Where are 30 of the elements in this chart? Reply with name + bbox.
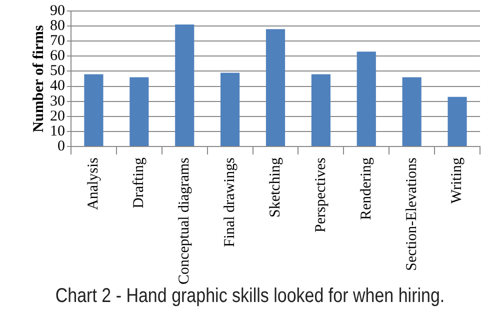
x-tick-label: Writing bbox=[449, 157, 466, 204]
bar bbox=[220, 72, 240, 146]
bar bbox=[175, 24, 194, 146]
y-tick-label: 0 bbox=[58, 138, 65, 154]
x-tick-label: Sketching bbox=[267, 157, 284, 218]
bar bbox=[311, 74, 330, 146]
x-tick-label: Analysis bbox=[86, 157, 102, 210]
x-tick-label: Rendering bbox=[358, 157, 374, 220]
bar bbox=[402, 77, 422, 146]
y-tick-label: 70 bbox=[50, 33, 65, 50]
y-axis-title: Number of firms bbox=[30, 24, 47, 132]
x-tick-label: Perspectives bbox=[312, 157, 329, 232]
x-tick-label: Section-Elevations bbox=[404, 157, 420, 271]
x-tick-label: Final drawings bbox=[222, 157, 238, 248]
bar bbox=[266, 29, 286, 146]
y-tick-label: 80 bbox=[50, 18, 65, 34]
y-tick-label: 50 bbox=[50, 63, 65, 80]
y-tick-label: 40 bbox=[50, 78, 65, 94]
bar bbox=[84, 74, 104, 146]
y-tick-label: 30 bbox=[50, 93, 65, 110]
x-tick-label: Drafting bbox=[131, 157, 148, 208]
y-tick-label: 60 bbox=[50, 48, 65, 64]
bar bbox=[356, 52, 376, 146]
y-tick-label: 20 bbox=[50, 108, 65, 124]
bar bbox=[130, 77, 149, 146]
x-tick-label: Conceptual diagrams bbox=[176, 157, 193, 285]
bar bbox=[448, 96, 467, 146]
text: Chart 2 - Hand graphic skills looked for when hiring. bbox=[54, 285, 446, 308]
y-tick-label: 90 bbox=[50, 2, 65, 19]
y-tick-label: 10 bbox=[50, 123, 65, 140]
